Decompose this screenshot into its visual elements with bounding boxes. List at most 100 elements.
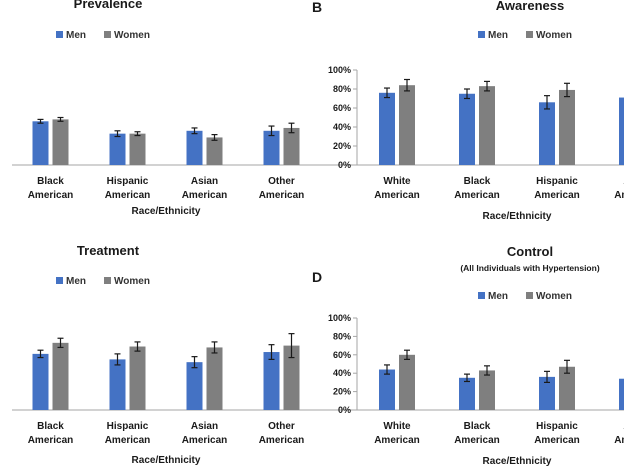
chart-legend: Men Women [478,291,572,302]
bar-men [619,378,624,410]
bar-women [206,347,223,410]
chart-title: Awareness [496,0,564,13]
x-tick-label: Other [268,176,295,187]
bar-men [109,133,126,165]
legend-swatch-men [478,292,485,299]
x-axis-label: Race/Ethnicity [132,455,201,466]
bar-men [32,353,49,410]
bar-women [206,137,223,165]
y-tick-label: 60% [333,103,351,113]
chart-panel-a: Prevalence Men Women Black American Hispanic A… [12,0,624,217]
chart-legend: Men Women [56,30,150,41]
legend-label-women: Women [536,291,572,302]
legend-label-women: Women [114,276,150,287]
x-tick-label: Hispanic [107,176,149,187]
x-tick-label: American [28,435,74,446]
x-tick-label: American [182,435,228,446]
panel-letter: D [312,269,322,285]
x-tick-label: Hispanic [536,421,578,432]
y-tick-label: 20% [333,141,351,151]
legend-label-men: Men [488,30,508,41]
x-tick-label: American [454,190,500,201]
chart-title: Control [507,244,553,259]
bar-men [263,352,280,410]
bar-men [186,130,203,165]
x-tick-label: American [374,435,420,446]
x-tick-label: American [259,190,305,201]
y-tick-label: 0% [338,160,351,170]
chart-panel-b: Awareness B Men Women 0% 20% 40% 60% 80% 100% Whit… [312,0,624,222]
chart-legend: Men Women [56,276,150,287]
bar-men [459,377,475,410]
x-tick-label: American [534,435,580,446]
chart-legend: Men Women [478,30,572,41]
legend-label-men: Men [66,276,86,287]
x-tick-label: Other [268,421,295,432]
bar-women [129,346,146,410]
chart-title: Treatment [77,243,140,258]
y-tick-label: 100% [328,313,351,323]
bar-women [479,86,495,165]
x-tick-label: Black [37,176,64,187]
chart-subtitle: (All Individuals with Hypertension) [460,263,599,273]
legend-swatch-men [478,31,485,38]
bar-men [109,359,126,410]
x-tick-label: Hispanic [536,176,578,187]
x-tick-label: Hispanic [107,421,149,432]
x-tick-label: White [383,176,411,187]
bar-men [186,362,203,410]
x-tick-label: American [454,435,500,446]
bar-women [52,342,69,410]
x-tick-label: Black [37,421,64,432]
x-tick-label: American [259,435,305,446]
panel-letter: B [312,0,322,15]
x-tick-label: White [383,421,411,432]
bar-women [283,127,300,165]
x-tick-label: American [28,190,74,201]
x-tick-label: Asian [191,176,218,187]
legend-label-men: Men [66,30,86,41]
bar-women [559,366,575,410]
chart-panel-c: Treatment Men Women Black American Hispanic Am… [12,243,624,466]
y-tick-label: 40% [333,122,351,132]
legend-swatch-men [56,31,63,38]
bar-women [399,85,415,165]
x-tick-label: American [614,435,624,446]
legend-label-women: Women [536,30,572,41]
x-tick-label: American [105,435,151,446]
x-tick-label: American [614,190,624,201]
bar-men [32,121,49,165]
y-tick-label: 40% [333,368,351,378]
bar-men [459,93,475,165]
legend-label-men: Men [488,291,508,302]
bar-men [539,376,555,410]
chart-panel-d: Control (All Individuals with Hypertensio… [312,244,624,467]
legend-swatch-women [104,31,111,38]
bar-women [129,133,146,165]
x-tick-label: Black [464,421,491,432]
bar-women [479,370,495,410]
y-tick-label: 20% [333,387,351,397]
x-tick-label: American [105,190,151,201]
legend-swatch-women [526,31,533,38]
x-axis-label: Race/Ethnicity [483,211,552,222]
chart-title: Prevalence [74,0,143,11]
x-tick-label: Black [464,176,491,187]
bar-men [379,92,395,165]
bar-men [539,102,555,165]
x-axis-label: Race/Ethnicity [132,206,201,217]
legend-label-women: Women [114,30,150,41]
y-tick-label: 80% [333,331,351,341]
x-tick-label: American [534,190,580,201]
bar-women [283,345,300,410]
bar-women [52,119,69,165]
bar-men [379,369,395,410]
bar-men [619,97,624,165]
x-tick-label: American [374,190,420,201]
y-tick-label: 60% [333,350,351,360]
bar-women [399,354,415,410]
x-tick-label: American [182,190,228,201]
bar-men [263,130,280,165]
y-tick-label: 0% [338,405,351,415]
